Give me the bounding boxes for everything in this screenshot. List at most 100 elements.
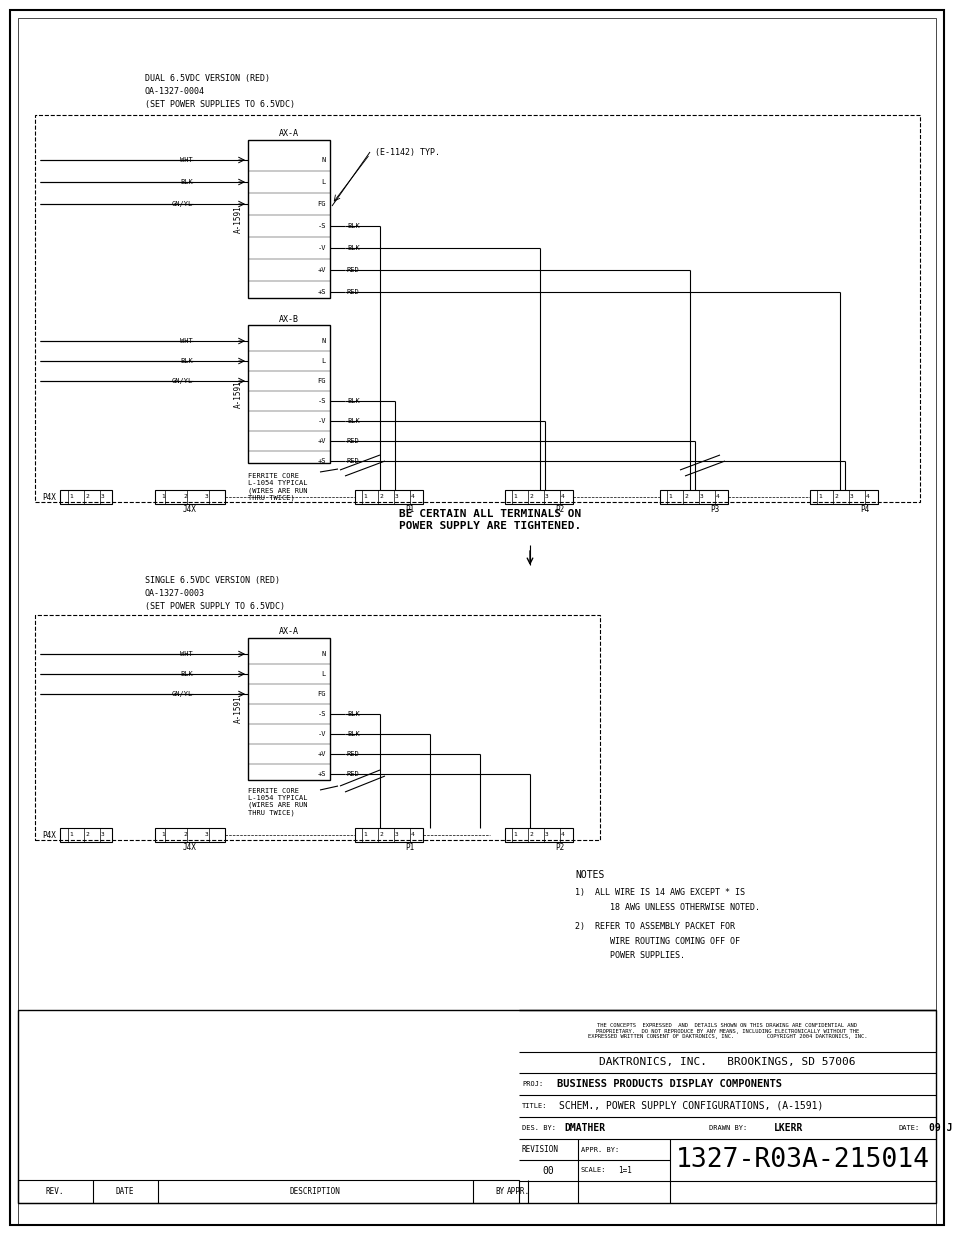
Text: THE CONCEPTS  EXPRESSED  AND  DETAILS SHOWN ON THIS DRAWING ARE CONFIDENTIAL AND: THE CONCEPTS EXPRESSED AND DETAILS SHOWN…	[587, 1023, 866, 1040]
Text: +S: +S	[317, 458, 326, 464]
Text: 1: 1	[363, 832, 367, 837]
Text: P4: P4	[860, 505, 869, 514]
Text: L: L	[321, 179, 326, 185]
Text: 2: 2	[529, 494, 533, 499]
Text: 2)  REFER TO ASSEMBLY PACKET FOR: 2) REFER TO ASSEMBLY PACKET FOR	[575, 923, 734, 931]
Text: 1: 1	[161, 494, 165, 499]
Text: LKERR: LKERR	[773, 1123, 802, 1132]
Text: 2: 2	[378, 494, 382, 499]
Text: A-1591: A-1591	[233, 380, 242, 408]
Text: 4: 4	[716, 494, 720, 499]
Text: GN/YL: GN/YL	[172, 201, 193, 207]
Text: 1: 1	[69, 494, 72, 499]
Bar	[355, 827, 422, 842]
Text: GN/YL: GN/YL	[172, 692, 193, 697]
Text: FG: FG	[317, 201, 326, 207]
Text: SINGLE 6.5VDC VERSION (RED): SINGLE 6.5VDC VERSION (RED)	[145, 576, 280, 584]
Text: 2: 2	[529, 832, 533, 837]
Bar	[659, 490, 727, 504]
Text: 1: 1	[69, 832, 72, 837]
Text: -S: -S	[317, 711, 326, 718]
Text: N: N	[321, 157, 326, 163]
Text: 4: 4	[560, 832, 564, 837]
Text: 4: 4	[411, 494, 415, 499]
Text: GN/YL: GN/YL	[172, 378, 193, 384]
Text: 2: 2	[183, 832, 187, 837]
Text: 1=1: 1=1	[618, 1166, 631, 1174]
Text: 3: 3	[205, 832, 209, 837]
Text: +S: +S	[317, 289, 326, 295]
Text: (SET POWER SUPPLY TO 6.5VDC): (SET POWER SUPPLY TO 6.5VDC)	[145, 601, 285, 610]
Text: BLK: BLK	[347, 731, 359, 737]
Text: -V: -V	[317, 731, 326, 737]
Text: A-1591: A-1591	[233, 695, 242, 722]
Text: FG: FG	[317, 692, 326, 697]
Text: 3: 3	[544, 494, 548, 499]
Text: 00: 00	[542, 1166, 554, 1176]
Text: 1: 1	[363, 494, 367, 499]
Text: BUSINESS PRODUCTS DISPLAY COMPONENTS: BUSINESS PRODUCTS DISPLAY COMPONENTS	[557, 1079, 781, 1089]
Text: DESCRIPTION: DESCRIPTION	[290, 1187, 340, 1195]
Text: BLK: BLK	[347, 398, 359, 404]
Text: +V: +V	[317, 438, 326, 445]
Text: BLK: BLK	[347, 224, 359, 228]
Text: APPR. BY:: APPR. BY:	[580, 1146, 618, 1152]
Text: A-1591: A-1591	[233, 205, 242, 233]
Text: 3: 3	[395, 832, 398, 837]
Text: SCHEM., POWER SUPPLY CONFIGURATIONS, (A-1591): SCHEM., POWER SUPPLY CONFIGURATIONS, (A-…	[558, 1100, 822, 1112]
Bar	[35, 115, 919, 501]
Bar	[60, 490, 112, 504]
Text: 2: 2	[378, 832, 382, 837]
Bar	[60, 827, 112, 842]
Text: APPR.: APPR.	[506, 1187, 529, 1195]
Text: DMATHER: DMATHER	[563, 1123, 604, 1132]
Text: -S: -S	[317, 224, 326, 228]
Text: -V: -V	[317, 245, 326, 251]
Text: 4: 4	[865, 494, 869, 499]
Text: DES. BY:: DES. BY:	[521, 1125, 556, 1131]
Text: BLK: BLK	[180, 179, 193, 185]
Text: 1327-R03A-215014: 1327-R03A-215014	[676, 1147, 929, 1173]
Text: 2: 2	[183, 494, 187, 499]
Text: FG: FG	[317, 378, 326, 384]
Text: WHT: WHT	[180, 651, 193, 657]
Bar	[154, 490, 225, 504]
Text: 3: 3	[544, 832, 548, 837]
Text: 1: 1	[513, 494, 517, 499]
Text: REVISION: REVISION	[521, 1145, 558, 1153]
Text: RED: RED	[347, 289, 359, 295]
Text: 4: 4	[560, 494, 564, 499]
Text: N: N	[321, 651, 326, 657]
Text: 1: 1	[513, 832, 517, 837]
Text: BE CERTAIN ALL TERMINALS ON
POWER SUPPLY ARE TIGHTENED.: BE CERTAIN ALL TERMINALS ON POWER SUPPLY…	[398, 509, 580, 531]
Text: +S: +S	[317, 771, 326, 777]
Text: RED: RED	[347, 438, 359, 445]
Bar	[504, 827, 573, 842]
Text: BLK: BLK	[347, 417, 359, 424]
Bar	[504, 490, 573, 504]
Text: 3: 3	[101, 494, 105, 499]
Bar	[355, 490, 422, 504]
Text: 3: 3	[101, 832, 105, 837]
Text: 3: 3	[395, 494, 398, 499]
Text: P4X: P4X	[42, 493, 56, 501]
Text: -V: -V	[317, 417, 326, 424]
Text: DUAL 6.5VDC VERSION (RED): DUAL 6.5VDC VERSION (RED)	[145, 74, 270, 83]
Text: BLK: BLK	[347, 711, 359, 718]
Bar	[809, 490, 877, 504]
Text: 2: 2	[85, 494, 89, 499]
Text: 2: 2	[833, 494, 837, 499]
Text: FERRITE CORE
L-1054 TYPICAL
(WIRES ARE RUN
THRU TWICE): FERRITE CORE L-1054 TYPICAL (WIRES ARE R…	[248, 788, 307, 816]
Text: RED: RED	[347, 751, 359, 757]
Text: J4X: J4X	[183, 842, 196, 851]
Text: +V: +V	[317, 751, 326, 757]
Text: P4X: P4X	[42, 830, 56, 840]
Bar	[35, 615, 599, 840]
Text: WHT: WHT	[180, 157, 193, 163]
Text: P1: P1	[405, 505, 415, 514]
Text: DRAWN BY:: DRAWN BY:	[708, 1125, 746, 1131]
Text: PROJ:: PROJ:	[521, 1081, 542, 1087]
Text: RED: RED	[347, 771, 359, 777]
Text: 2: 2	[683, 494, 687, 499]
Text: P3: P3	[710, 505, 719, 514]
